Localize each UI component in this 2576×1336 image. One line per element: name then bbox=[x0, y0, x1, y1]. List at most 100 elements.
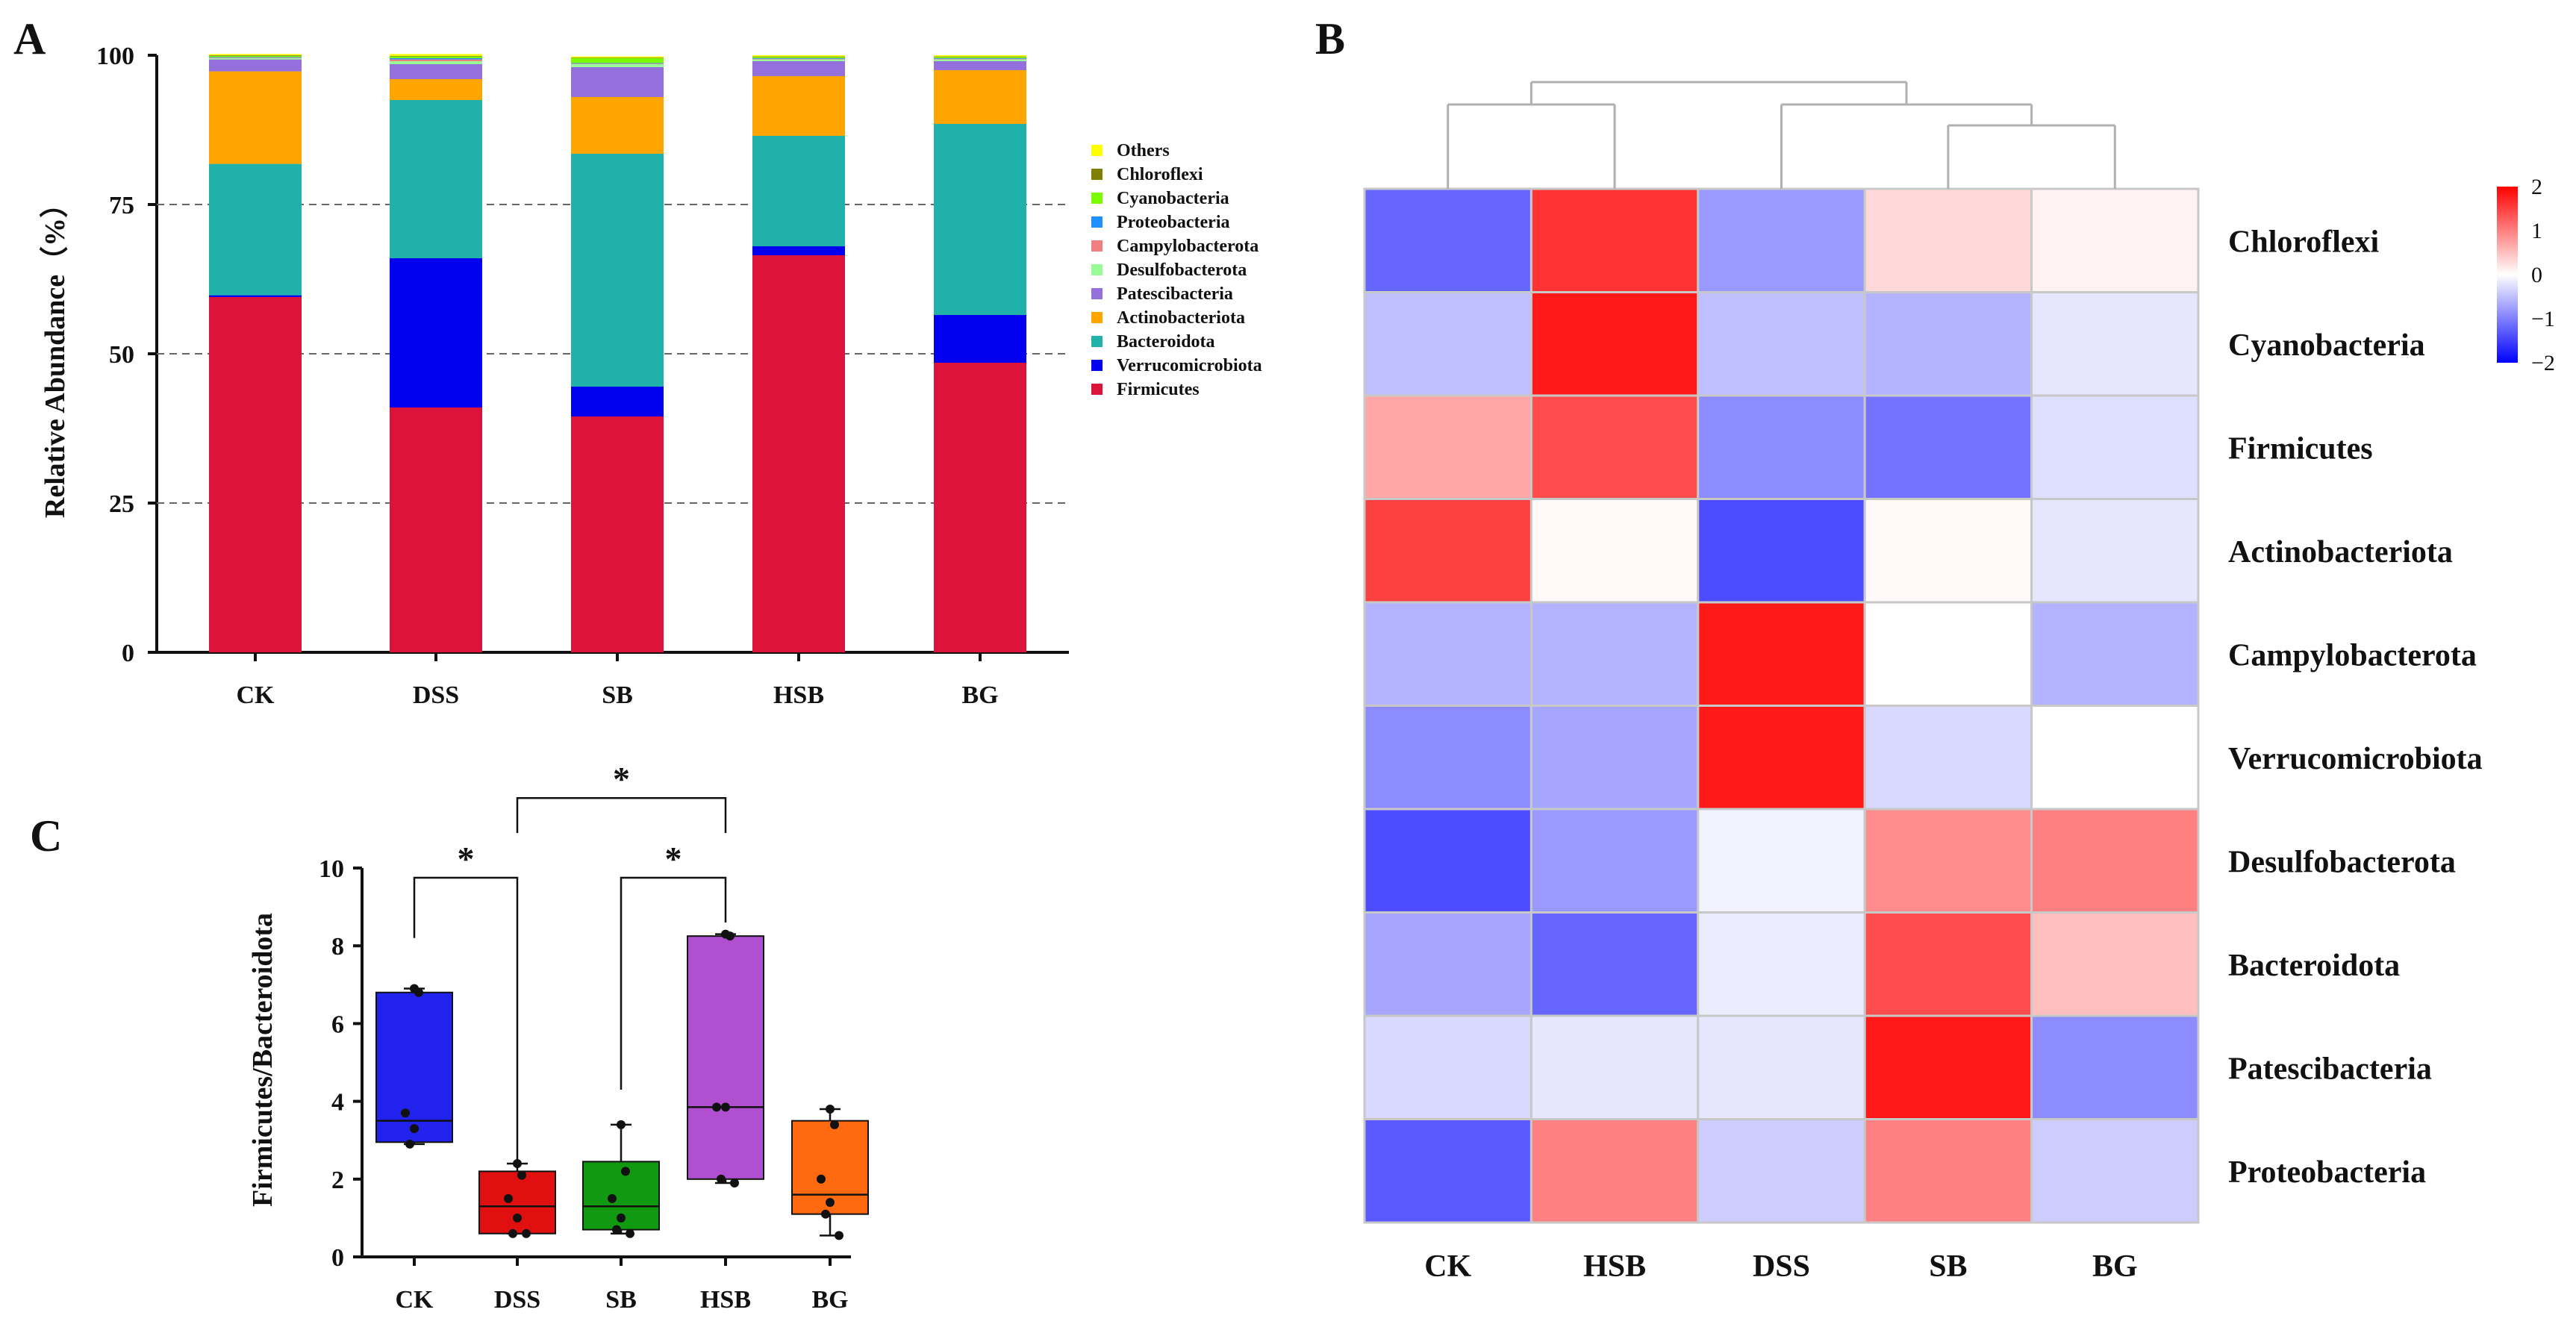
y-tick-label: 2 bbox=[331, 1167, 344, 1194]
data-point-bg bbox=[826, 1198, 835, 1208]
bar-segment-bg-verrucomicrobiota bbox=[934, 315, 1026, 363]
heatmap-cell-proteobacteria-sb bbox=[1863, 1118, 2033, 1224]
bar-segment-dss-patescibacteria bbox=[390, 64, 482, 79]
colorbar-tick-label: 0 bbox=[2531, 263, 2542, 287]
y-tick-label: 50 bbox=[109, 341, 134, 369]
x-tick-label: BG bbox=[811, 1286, 848, 1314]
panel-label-c: C bbox=[30, 811, 62, 861]
y-tick-label: 0 bbox=[122, 640, 134, 667]
row-label-proteobacteria: Proteobacteria bbox=[2228, 1155, 2426, 1190]
bar-segment-ck-desulfobacterota bbox=[209, 58, 302, 60]
bar-segment-ck-bacteroidota bbox=[209, 163, 302, 296]
heatmap-cell-firmicutes-bg bbox=[2030, 394, 2200, 500]
y-tick-label: 10 bbox=[319, 855, 344, 883]
bar-segment-hsb-bacteroidota bbox=[752, 136, 845, 246]
colorbar-tick-label: −2 bbox=[2531, 351, 2555, 375]
heatmap-cell-verrucomicrobiota-ck bbox=[1363, 705, 1532, 811]
x-tick-label: DSS bbox=[494, 1286, 540, 1314]
data-point-ck bbox=[414, 987, 423, 997]
heatmap-cell-firmicutes-sb bbox=[1863, 394, 2033, 500]
heatmap-cell-verrucomicrobiota-hsb bbox=[1529, 705, 1700, 811]
colorbar-tick-label: 2 bbox=[2531, 175, 2542, 199]
column-label-hsb: HSB bbox=[1583, 1249, 1646, 1284]
bar-segment-sb-others bbox=[571, 56, 664, 58]
bar-segment-sb-patescibacteria bbox=[571, 67, 664, 97]
bar-segment-bg-proteobacteria bbox=[934, 58, 1026, 59]
heatmap-cell-chloroflexi-sb bbox=[1863, 187, 2033, 293]
column-label-bg: BG bbox=[2092, 1249, 2138, 1284]
heatmap-cell-proteobacteria-bg bbox=[2030, 1118, 2200, 1224]
heatmap-cell-actinobacteriota-sb bbox=[1863, 498, 2033, 604]
bar-segment-bg-campylobacterota bbox=[934, 58, 1026, 60]
significance-star-ck-dss: * bbox=[458, 840, 475, 878]
heatmap-cell-firmicutes-ck bbox=[1363, 394, 1532, 500]
data-point-dss bbox=[513, 1213, 522, 1223]
heatmap-cell-actinobacteriota-hsb bbox=[1529, 498, 1700, 604]
heatmap-cell-campylobacterota-sb bbox=[1863, 601, 2033, 707]
data-point-bg bbox=[830, 1120, 839, 1129]
bar-segment-hsb-patescibacteria bbox=[752, 61, 845, 76]
x-tick-label: DSS bbox=[413, 681, 459, 709]
heatmap-cell-cyanobacteria-ck bbox=[1363, 291, 1532, 397]
row-label-firmicutes: Firmicutes bbox=[2228, 431, 2373, 466]
legend-label-patescibacteria: Patescibacteria bbox=[1117, 284, 1233, 304]
heatmap-cell-desulfobacterota-sb bbox=[1863, 808, 2033, 914]
heatmap-cell-chloroflexi-hsb bbox=[1529, 187, 1700, 293]
bar-segment-bg-patescibacteria bbox=[934, 61, 1026, 70]
bar-segment-ck-actinobacteriota bbox=[209, 71, 302, 164]
bar-segment-dss-others bbox=[390, 54, 482, 56]
data-point-hsb bbox=[717, 1174, 726, 1184]
legend-label-proteobacteria: Proteobacteria bbox=[1117, 213, 1230, 232]
bar-segment-sb-chloroflexi bbox=[571, 57, 664, 58]
heatmap-cell-proteobacteria-hsb bbox=[1529, 1118, 1700, 1224]
heatmap-cell-bacteroidota-ck bbox=[1363, 911, 1532, 1017]
bar-segment-hsb-verrucomicrobiota bbox=[752, 246, 845, 255]
significance-bracket-dss-hsb bbox=[516, 796, 727, 834]
heatmap-chart: Chloroflexi Cyanobacteria Firmicutes Actino… bbox=[1363, 81, 2555, 1284]
bar-segment-dss-chloroflexi bbox=[390, 55, 482, 57]
heatmap-cell-campylobacterota-dss bbox=[1697, 601, 1866, 707]
legend-swatch-campylobacterota bbox=[1091, 240, 1103, 252]
legend-swatch-proteobacteria bbox=[1091, 216, 1103, 228]
heatmap-cell-desulfobacterota-bg bbox=[2030, 808, 2200, 914]
y-tick-label: 100 bbox=[96, 43, 134, 70]
legend-label-actinobacteriota: Actinobacteriota bbox=[1117, 308, 1245, 328]
heatmap-cell-patescibacteria-ck bbox=[1363, 1014, 1532, 1120]
data-point-bg bbox=[821, 1209, 830, 1219]
heatmap-cell-verrucomicrobiota-bg bbox=[2030, 705, 2200, 811]
data-point-hsb bbox=[712, 1102, 721, 1112]
legend-label-verrucomicrobiota: Verrucomicrobiota bbox=[1117, 356, 1262, 375]
data-point-ck bbox=[405, 1139, 414, 1149]
heatmap-cell-patescibacteria-hsb bbox=[1529, 1014, 1700, 1120]
heatmap-cell-verrucomicrobiota-sb bbox=[1863, 705, 2033, 811]
heatmap-cell-campylobacterota-ck bbox=[1363, 601, 1532, 707]
bar-segment-sb-cyanobacteria bbox=[571, 58, 664, 63]
column-label-dss: DSS bbox=[1753, 1249, 1810, 1284]
heatmap-cell-desulfobacterota-ck bbox=[1363, 808, 1532, 914]
bar-segment-ck-others bbox=[209, 54, 302, 55]
legend-label-others: Others bbox=[1117, 141, 1170, 160]
data-point-ck bbox=[410, 1124, 419, 1134]
data-point-sb bbox=[626, 1229, 634, 1238]
heatmap-cell-cyanobacteria-hsb bbox=[1529, 291, 1700, 397]
bar-segment-hsb-firmicutes bbox=[752, 255, 845, 652]
bar-segment-bg-desulfobacterota bbox=[934, 59, 1026, 61]
bar-segment-sb-verrucomicrobiota bbox=[571, 387, 664, 416]
data-point-hsb bbox=[721, 1102, 730, 1112]
legend-swatch-others bbox=[1091, 145, 1103, 156]
row-label-campylobacterota: Campylobacterota bbox=[2228, 638, 2477, 672]
heatmap-cell-firmicutes-dss bbox=[1697, 394, 1866, 500]
y-tick-label: 4 bbox=[331, 1089, 344, 1117]
data-point-hsb bbox=[726, 931, 735, 941]
legend-label-bacteroidota: Bacteroidota bbox=[1117, 332, 1215, 352]
bar-segment-hsb-proteobacteria bbox=[752, 58, 845, 59]
column-label-ck: CK bbox=[1424, 1249, 1471, 1284]
heatmap-cell-chloroflexi-dss bbox=[1697, 187, 1866, 293]
heatmap-cell-firmicutes-hsb bbox=[1529, 394, 1700, 500]
y-tick-label: 8 bbox=[331, 933, 344, 961]
row-label-bacteroidota: Bacteroidota bbox=[2228, 949, 2400, 983]
x-tick-label: HSB bbox=[773, 681, 824, 709]
bar-segment-bg-bacteroidota bbox=[934, 124, 1026, 315]
panel-label-b: B bbox=[1315, 14, 1345, 63]
heatmap-cell-cyanobacteria-sb bbox=[1863, 291, 2033, 397]
